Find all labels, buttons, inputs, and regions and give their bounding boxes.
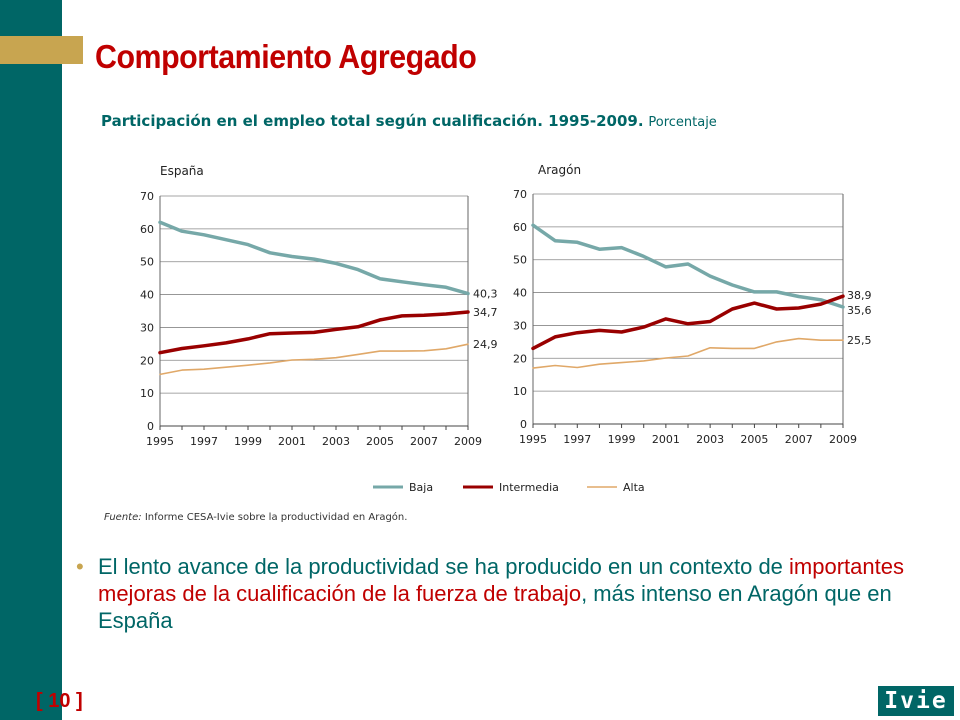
series-line-baja-espana (158, 220, 470, 296)
y-tick-label: 50 (140, 256, 154, 269)
source-text: Informe CESA-Ivie sobre la productividad… (144, 512, 408, 523)
chart-title-espana: España (160, 164, 204, 178)
end-label-intermedia-aragon: 38,9 (847, 289, 872, 302)
x-tick-label: 2003 (322, 435, 350, 448)
page-number: [ 10 ] (36, 690, 83, 712)
x-tick-label: 2009 (829, 433, 857, 446)
bullet-body: El lento avance de la productividad se h… (98, 553, 916, 634)
x-tick-label: 1999 (234, 435, 262, 448)
y-tick-label: 20 (513, 352, 527, 365)
x-tick-label: 2007 (410, 435, 438, 448)
bullet-point: • El lento avance de la productividad se… (76, 553, 916, 634)
end-label-alta-espana: 24,9 (473, 338, 498, 351)
bullet-highlight: importantes mejoras de la cualificación … (98, 554, 904, 606)
y-tick-label: 60 (513, 221, 527, 234)
series-line-intermedia-espana (158, 310, 470, 355)
x-tick-label: 1995 (146, 435, 174, 448)
y-tick-label: 70 (140, 190, 154, 203)
end-label-baja-espana: 40,3 (473, 288, 498, 301)
y-tick-label: 40 (140, 289, 154, 302)
series-line-alta-aragon (532, 337, 844, 369)
slide-title: Comportamiento Agregado (95, 38, 477, 75)
x-tick-label: 2003 (696, 433, 724, 446)
y-tick-label: 0 (520, 418, 527, 431)
bullet-dot-icon: • (76, 554, 84, 579)
accent-block (0, 36, 83, 64)
chart-title-aragon: Aragón (538, 163, 581, 177)
series-line-intermedia-aragon (531, 294, 845, 351)
end-label-alta-aragon: 25,5 (847, 334, 872, 347)
y-tick-label: 10 (140, 387, 154, 400)
x-tick-label: 2009 (454, 435, 482, 448)
legend-label-baja: Baja (409, 481, 433, 494)
x-tick-label: 1995 (519, 433, 547, 446)
source-label: Fuente: (104, 512, 142, 523)
side-bar (0, 0, 62, 720)
x-tick-label: 1999 (608, 433, 636, 446)
chart-subtitle: Participación en el empleo total según c… (101, 112, 717, 130)
x-tick-label: 2005 (366, 435, 394, 448)
y-tick-label: 60 (140, 223, 154, 236)
end-label-intermedia-espana: 34,7 (473, 306, 498, 319)
y-tick-label: 0 (147, 420, 154, 433)
end-label-baja-aragon: 35,6 (847, 304, 872, 317)
y-tick-label: 30 (513, 319, 527, 332)
ivie-logo: Ivie (878, 686, 954, 716)
bullet-part2: , más intenso en Aragón que en España (98, 581, 892, 633)
series-line-alta-espana (159, 343, 469, 376)
bullet-part1: El lento avance de la productividad se h… (98, 554, 790, 579)
y-tick-label: 50 (513, 254, 527, 267)
x-tick-label: 2001 (278, 435, 306, 448)
subtitle-unit: Porcentaje (648, 115, 717, 130)
y-tick-label: 20 (140, 354, 154, 367)
x-tick-label: 2001 (652, 433, 680, 446)
y-tick-label: 70 (513, 188, 527, 201)
x-tick-label: 1997 (563, 433, 591, 446)
legend-label-intermedia: Intermedia (499, 481, 559, 494)
source-note: Fuente: Informe CESA-Ivie sobre la produ… (104, 512, 407, 523)
subtitle-main: Participación en el empleo total según c… (101, 112, 644, 130)
y-tick-label: 40 (513, 287, 527, 300)
series-line-baja-aragon (531, 223, 845, 309)
x-tick-label: 2007 (785, 433, 813, 446)
x-tick-label: 1997 (190, 435, 218, 448)
x-tick-label: 2005 (740, 433, 768, 446)
legend-label-alta: Alta (623, 481, 645, 494)
y-tick-label: 30 (140, 321, 154, 334)
y-tick-label: 10 (513, 385, 527, 398)
